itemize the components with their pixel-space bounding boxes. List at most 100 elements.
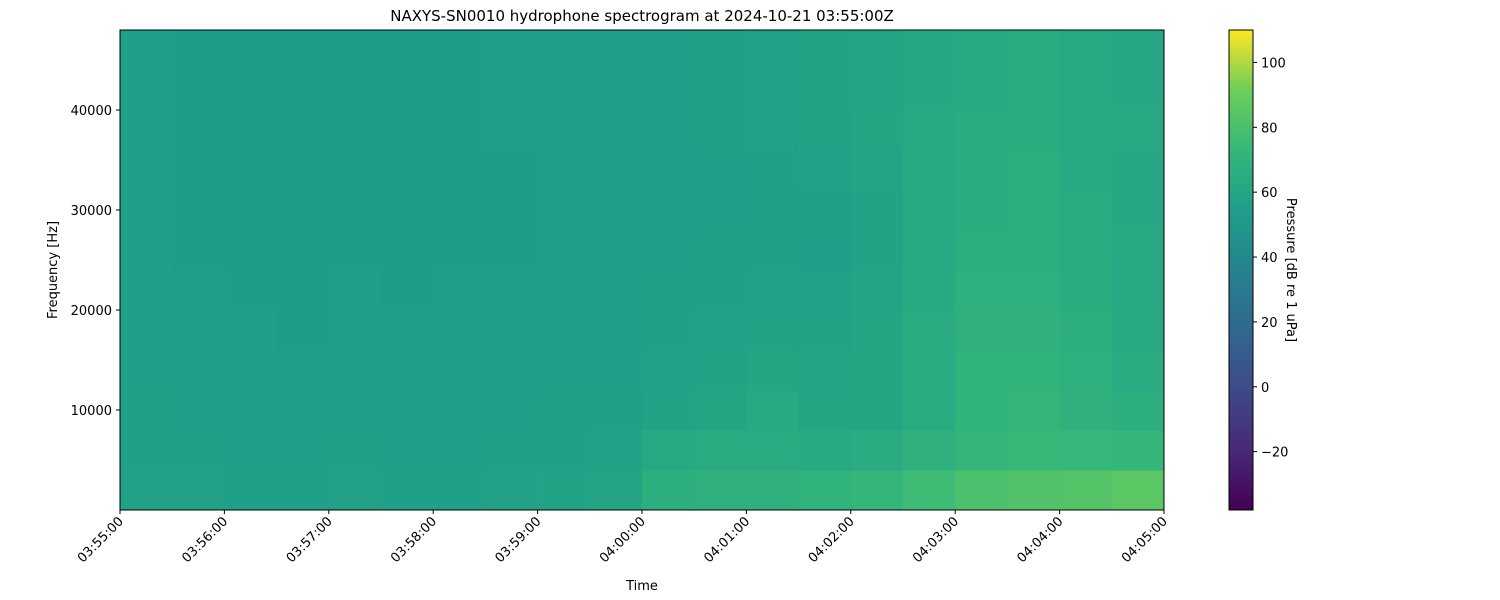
heatmap-cell (172, 270, 225, 311)
heatmap-cell (537, 30, 591, 71)
heatmap-cell (381, 470, 434, 511)
heatmap-cell (276, 470, 330, 511)
heatmap-cell (172, 390, 225, 431)
heatmap-cell (1059, 470, 1113, 511)
heatmap-cell (120, 310, 173, 351)
heatmap-cell (172, 190, 225, 231)
heatmap-cell (537, 190, 591, 231)
heatmap-cell (903, 470, 956, 511)
heatmap-cell (276, 430, 330, 471)
heatmap-cell (485, 150, 539, 191)
heatmap-cell (381, 70, 434, 111)
heatmap-cell (589, 190, 643, 231)
heatmap-cell (798, 230, 852, 271)
heatmap-cell (850, 190, 904, 231)
heatmap-cell (1007, 230, 1061, 271)
heatmap-cell (1059, 430, 1113, 471)
heatmap-cell (589, 110, 643, 151)
heatmap-cell (433, 230, 486, 271)
heatmap-cell (537, 150, 591, 191)
heatmap-cell (1007, 270, 1061, 311)
heatmap-cell (120, 270, 173, 311)
heatmap-cell (798, 190, 852, 231)
heatmap-cell (381, 310, 434, 351)
heatmap-cell (694, 390, 747, 431)
heatmap-cell (172, 30, 225, 71)
colorbar-tick-label: −20 (1261, 446, 1288, 461)
heatmap-cell (276, 190, 330, 231)
heatmap-cell (694, 270, 747, 311)
heatmap-cell (746, 30, 800, 71)
heatmap-cell (276, 310, 330, 351)
heatmap-cell (276, 30, 330, 71)
heatmap-cell (694, 30, 747, 71)
heatmap-cell (381, 350, 434, 391)
heatmap-cell (955, 230, 1008, 271)
heatmap-cell (172, 230, 225, 271)
heatmap-cell (746, 190, 800, 231)
heatmap-cell (537, 430, 591, 471)
heatmap-cell (433, 190, 486, 231)
heatmap-cell (172, 310, 225, 351)
heatmap-cell (1111, 150, 1165, 191)
heatmap-cell (537, 270, 591, 311)
heatmap-cell (589, 390, 643, 431)
heatmap-cell (903, 110, 956, 151)
heatmap-cell (1111, 230, 1165, 271)
heatmap-cell (746, 310, 800, 351)
heatmap-cell (903, 30, 956, 71)
x-axis-label: Time (625, 579, 658, 594)
heatmap-cell (903, 70, 956, 111)
heatmap-cell (485, 110, 539, 151)
heatmap-cell (642, 390, 695, 431)
heatmap-cell (537, 350, 591, 391)
heatmap-cell (276, 110, 330, 151)
heatmap-cell (224, 310, 278, 351)
heatmap-cell (1111, 430, 1165, 471)
heatmap-cell (1007, 350, 1061, 391)
heatmap-cell (955, 390, 1008, 431)
heatmap-cell (120, 190, 173, 231)
heatmap-cell (537, 470, 591, 511)
heatmap-cell (328, 390, 382, 431)
heatmap-cell (589, 430, 643, 471)
x-tick-label: 03:58:00 (388, 514, 440, 566)
heatmap-cell (172, 150, 225, 191)
heatmap-cell (276, 270, 330, 311)
heatmap-cell (746, 430, 800, 471)
heatmap-cell (850, 390, 904, 431)
heatmap-cell (903, 390, 956, 431)
heatmap-cell (485, 470, 539, 511)
heatmap-cell (1059, 350, 1113, 391)
heatmap-cell (328, 230, 382, 271)
heatmap-cell (746, 230, 800, 271)
heatmap-cell (589, 270, 643, 311)
heatmap-cell (381, 150, 434, 191)
heatmap-cell (955, 190, 1008, 231)
heatmap-cell (1059, 390, 1113, 431)
heatmap-cell (433, 30, 486, 71)
heatmap-cell (798, 310, 852, 351)
heatmap-cell (1059, 230, 1113, 271)
colorbar-tick-label: 0 (1261, 381, 1269, 396)
heatmap-cell (172, 110, 225, 151)
heatmap-cell (120, 150, 173, 191)
y-axis-label: Frequency [Hz] (46, 221, 61, 319)
heatmap-cell (694, 190, 747, 231)
heatmap-cell (955, 350, 1008, 391)
heatmap-cell (694, 310, 747, 351)
heatmap-cell (1111, 30, 1165, 71)
heatmap-cell (328, 350, 382, 391)
heatmap-cell (955, 470, 1008, 511)
heatmap-cell (798, 70, 852, 111)
heatmap-cell (642, 470, 695, 511)
heatmap-cell (589, 310, 643, 351)
heatmap-cell (903, 430, 956, 471)
heatmap-cell (224, 430, 278, 471)
heatmap-cell (694, 230, 747, 271)
heatmap-cell (120, 230, 173, 271)
heatmap-cell (1007, 310, 1061, 351)
heatmap-cell (328, 70, 382, 111)
heatmap-cell (955, 430, 1008, 471)
heatmap-cell (485, 270, 539, 311)
